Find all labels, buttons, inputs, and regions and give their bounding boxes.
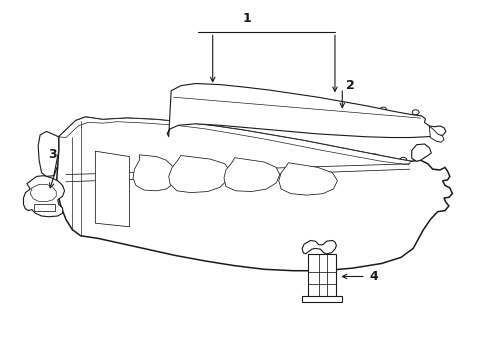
Polygon shape (95, 151, 129, 227)
Polygon shape (23, 176, 64, 217)
Polygon shape (302, 296, 342, 302)
Polygon shape (34, 204, 55, 211)
Polygon shape (59, 117, 410, 165)
Polygon shape (224, 158, 279, 192)
Polygon shape (411, 144, 430, 161)
Text: 3: 3 (48, 148, 57, 161)
Polygon shape (57, 117, 451, 271)
Polygon shape (30, 184, 56, 202)
Polygon shape (428, 126, 443, 142)
Polygon shape (167, 84, 445, 138)
Polygon shape (302, 240, 336, 254)
Polygon shape (38, 131, 59, 176)
Text: 1: 1 (242, 12, 251, 25)
Polygon shape (307, 254, 336, 297)
Polygon shape (278, 163, 337, 195)
Polygon shape (168, 156, 229, 193)
Text: 2: 2 (346, 79, 354, 92)
Text: 4: 4 (368, 270, 377, 283)
Polygon shape (133, 155, 176, 191)
